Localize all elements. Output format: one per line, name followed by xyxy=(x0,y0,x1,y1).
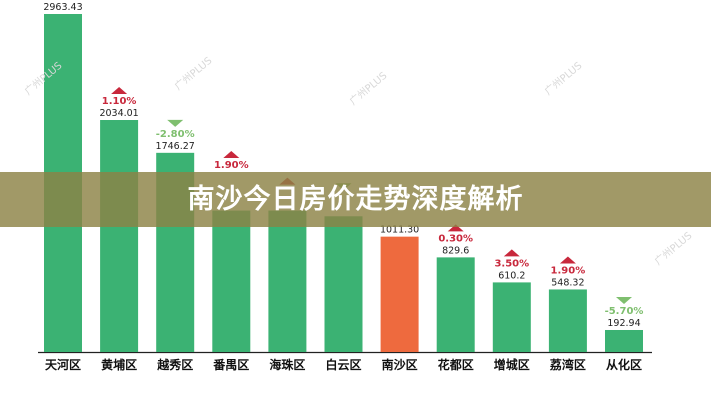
change-label: -2.80% xyxy=(156,129,195,140)
title-banner: 南沙今日房价走势深度解析 xyxy=(0,172,711,227)
change-label: 1.90% xyxy=(551,265,586,276)
data-label: 2034.01 xyxy=(99,108,138,119)
data-label: 548.32 xyxy=(551,277,584,288)
x-tick-label: 白云区 xyxy=(325,357,361,372)
x-tick-label: 荔湾区 xyxy=(549,357,586,372)
up-arrow-icon xyxy=(111,87,128,95)
data-label: 1746.27 xyxy=(156,141,195,152)
data-label: 610.2 xyxy=(498,270,525,281)
bar xyxy=(324,216,363,352)
x-tick-label: 黄埔区 xyxy=(101,357,137,372)
x-tick-label: 越秀区 xyxy=(156,357,193,372)
data-label: 1011.30 xyxy=(380,225,419,236)
up-arrow-icon xyxy=(223,151,240,158)
down-arrow-icon xyxy=(167,119,184,127)
data-label: 192.94 xyxy=(607,318,640,329)
bar xyxy=(605,329,643,352)
data-label: 829.6 xyxy=(442,245,469,256)
bar xyxy=(380,236,419,352)
down-arrow-icon xyxy=(616,296,632,304)
bar xyxy=(436,257,475,352)
x-tick-label: 从化区 xyxy=(606,357,642,372)
change-label: 1.90% xyxy=(214,160,249,171)
change-label: -5.70% xyxy=(605,306,644,317)
x-tick-label: 番禺区 xyxy=(212,357,249,372)
x-tick-label: 南沙区 xyxy=(382,357,418,372)
bar xyxy=(548,289,587,352)
bar xyxy=(492,282,531,352)
data-label: 2963.43 xyxy=(43,2,82,13)
bar xyxy=(268,210,307,352)
change-label: 0.30% xyxy=(438,233,473,244)
banner-title: 南沙今日房价走势深度解析 xyxy=(187,184,524,215)
x-tick-label: 海珠区 xyxy=(269,357,305,372)
bar xyxy=(212,210,251,352)
up-arrow-icon xyxy=(447,224,464,232)
x-tick-label: 增城区 xyxy=(494,357,530,372)
x-tick-label: 天河区 xyxy=(45,357,81,372)
x-tick-label: 花都区 xyxy=(438,357,474,372)
bar xyxy=(100,120,139,353)
change-label: 1.10% xyxy=(102,96,137,107)
change-label: 3.50% xyxy=(494,258,529,269)
up-arrow-icon xyxy=(503,249,520,257)
up-arrow-icon xyxy=(559,256,576,264)
